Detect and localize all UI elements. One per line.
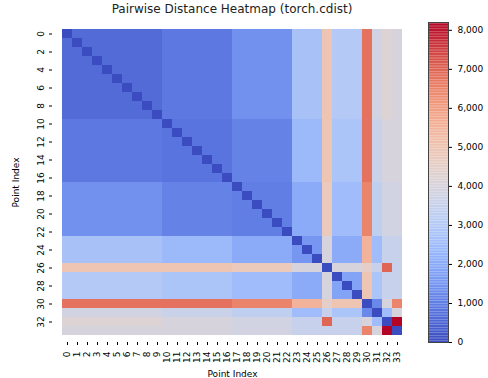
svg-text:22: 22 <box>36 226 46 237</box>
svg-text:2: 2 <box>36 49 46 55</box>
svg-text:18: 18 <box>242 351 252 363</box>
svg-text:7,000: 7,000 <box>458 64 484 74</box>
svg-text:15: 15 <box>212 352 222 363</box>
svg-text:29: 29 <box>352 351 362 363</box>
svg-text:12: 12 <box>182 352 192 363</box>
svg-text:31: 31 <box>372 352 382 363</box>
svg-text:21: 21 <box>272 352 282 363</box>
svg-text:8: 8 <box>142 351 152 357</box>
svg-text:26: 26 <box>322 351 332 363</box>
svg-text:20: 20 <box>36 208 46 220</box>
svg-text:1,000: 1,000 <box>458 298 484 308</box>
svg-text:24: 24 <box>36 244 46 256</box>
svg-text:0: 0 <box>62 351 72 357</box>
svg-text:20: 20 <box>262 351 272 363</box>
html-text:Pairwise Distance Heatmap (tor: Pairwise Distance Heatmap (torch.cdist) <box>111 2 353 16</box>
svg-text:5: 5 <box>112 352 122 358</box>
svg-text:13: 13 <box>192 352 202 363</box>
svg-text:6,000: 6,000 <box>458 103 484 113</box>
svg-text:26: 26 <box>36 262 46 274</box>
svg-text:28: 28 <box>342 351 352 363</box>
svg-text:Point Index: Point Index <box>208 369 259 378</box>
svg-text:Point Index: Point Index <box>11 157 21 208</box>
svg-text:4: 4 <box>36 67 46 73</box>
svg-text:22: 22 <box>282 352 292 363</box>
svg-text:8: 8 <box>36 103 46 109</box>
svg-text:3,000: 3,000 <box>458 220 484 230</box>
svg-text:2,000: 2,000 <box>458 259 484 269</box>
svg-text:16: 16 <box>36 172 46 184</box>
svg-text:0: 0 <box>36 31 46 37</box>
svg-text:1: 1 <box>72 352 82 358</box>
svg-text:30: 30 <box>362 351 372 363</box>
svg-text:6: 6 <box>36 85 46 91</box>
svg-text:12: 12 <box>36 136 46 147</box>
svg-text:32: 32 <box>36 316 46 327</box>
svg-text:33: 33 <box>392 352 402 363</box>
svg-text:16: 16 <box>222 351 232 363</box>
svg-text:2: 2 <box>82 352 92 358</box>
svg-text:14: 14 <box>36 154 46 166</box>
svg-text:10: 10 <box>36 118 46 130</box>
svg-text:5,000: 5,000 <box>458 142 484 152</box>
svg-text:17: 17 <box>232 352 242 363</box>
svg-text:18: 18 <box>36 190 46 202</box>
svg-text:30: 30 <box>36 298 46 310</box>
svg-text:14: 14 <box>202 351 212 363</box>
svg-text:4: 4 <box>102 351 112 357</box>
svg-text:6: 6 <box>122 351 132 357</box>
svg-text:4,000: 4,000 <box>458 181 484 191</box>
svg-text:9: 9 <box>152 351 162 357</box>
svg-text:3: 3 <box>92 352 102 358</box>
svg-text:8,000: 8,000 <box>458 25 484 35</box>
svg-text:32: 32 <box>382 352 392 363</box>
svg-text:7: 7 <box>132 352 142 358</box>
svg-text:23: 23 <box>292 352 302 363</box>
svg-text:0: 0 <box>458 337 464 347</box>
svg-text:24: 24 <box>302 351 312 363</box>
svg-text:19: 19 <box>252 351 262 363</box>
svg-text:28: 28 <box>36 280 46 292</box>
svg-text:11: 11 <box>172 352 182 363</box>
svg-text:10: 10 <box>162 351 172 363</box>
svg-text:27: 27 <box>332 352 342 363</box>
svg-text:25: 25 <box>312 352 322 363</box>
